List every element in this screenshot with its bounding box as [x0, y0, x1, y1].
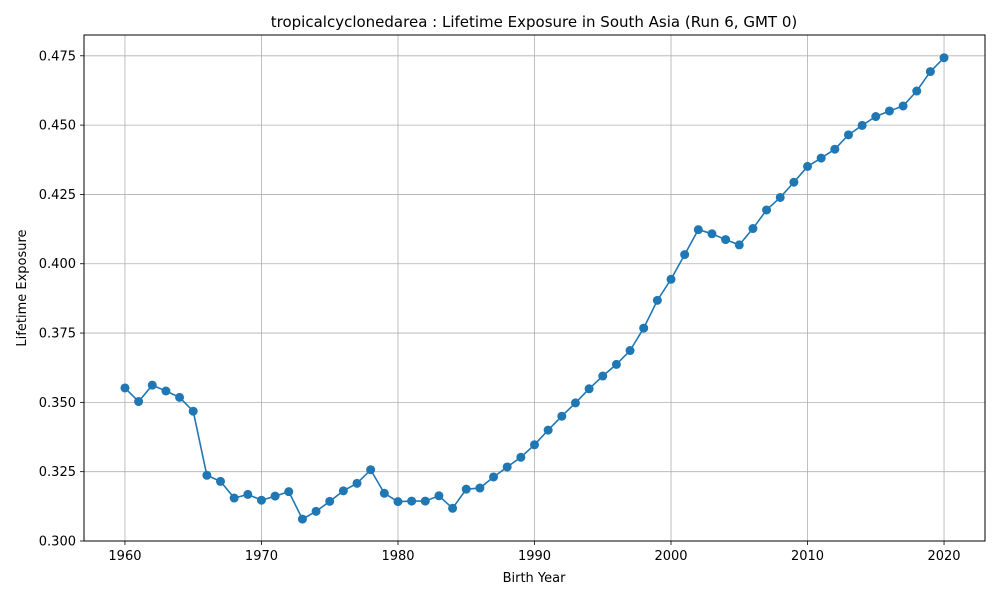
data-point [120, 383, 130, 393]
data-point [611, 359, 621, 369]
data-point [625, 346, 635, 356]
data-point [311, 506, 321, 516]
x-tick-label: 1970 [245, 549, 278, 564]
data-point [448, 503, 458, 513]
data-point [530, 440, 539, 450]
x-axis-label: Birth Year [503, 571, 567, 586]
data-point [502, 462, 512, 472]
data-point [843, 130, 853, 140]
data-point [325, 496, 335, 506]
data-point [434, 491, 444, 501]
data-point [188, 406, 198, 416]
x-tick-label: 1990 [518, 549, 551, 564]
y-tick-label: 0.450 [39, 119, 76, 134]
data-point [871, 112, 881, 122]
y-tick-label: 0.350 [39, 396, 76, 411]
data-point [461, 484, 471, 494]
data-point [693, 225, 703, 235]
data-point [420, 496, 430, 506]
data-point [557, 411, 567, 421]
y-axis-label: Lifetime Exposure [15, 229, 30, 346]
data-point [884, 106, 894, 116]
x-tick-label: 2020 [927, 549, 960, 564]
data-point [516, 452, 526, 462]
data-point [666, 274, 676, 284]
data-point [161, 386, 171, 396]
data-point [939, 53, 949, 63]
data-point [748, 224, 758, 234]
data-point [680, 250, 690, 260]
x-tick-label: 1980 [381, 549, 414, 564]
data-point [707, 229, 717, 239]
data-point [256, 495, 266, 505]
data-point [475, 483, 485, 493]
chart-title: tropicalcyclonedarea : Lifetime Exposure… [271, 13, 797, 31]
data-point [352, 478, 362, 488]
data-point [543, 425, 553, 435]
data-point [202, 470, 212, 480]
data-point [775, 192, 785, 202]
data-point [721, 235, 731, 245]
data-point [379, 488, 389, 498]
data-point [147, 380, 157, 390]
x-axis-ticks: 1960 1970 1980 1990 2000 2010 2020 [108, 541, 961, 564]
data-point [243, 489, 253, 499]
data-point [925, 67, 935, 77]
data-point [789, 177, 799, 187]
x-tick-label: 2010 [791, 549, 824, 564]
data-point [830, 144, 840, 154]
data-point [393, 497, 403, 507]
data-point [912, 86, 922, 96]
y-tick-label: 0.300 [39, 535, 76, 550]
y-tick-label: 0.475 [39, 49, 76, 64]
data-point [407, 496, 417, 506]
data-point [216, 476, 226, 486]
data-point [652, 295, 662, 305]
y-tick-label: 0.400 [39, 257, 76, 272]
data-point [338, 486, 348, 496]
y-tick-label: 0.375 [39, 327, 76, 342]
data-point [270, 491, 280, 501]
x-tick-label: 2000 [654, 549, 687, 564]
series-points [120, 53, 949, 524]
x-tick-label: 1960 [108, 549, 141, 564]
data-point [134, 397, 144, 407]
data-point [229, 493, 239, 503]
data-point [489, 472, 499, 482]
y-tick-label: 0.325 [39, 465, 76, 480]
data-point [857, 120, 867, 130]
data-point [639, 323, 649, 333]
data-point [175, 392, 185, 402]
data-point [366, 465, 376, 475]
data-point [284, 487, 294, 497]
data-point [816, 153, 826, 163]
data-point [803, 161, 813, 171]
y-axis-ticks: 0.300 0.325 0.350 0.375 0.400 0.425 0.450 0.475 [39, 49, 84, 550]
data-point [584, 384, 594, 394]
y-tick-label: 0.425 [39, 188, 76, 203]
data-point [762, 205, 772, 215]
grid-lines [84, 35, 985, 542]
data-point [898, 101, 908, 111]
data-point [598, 371, 608, 381]
data-point [570, 398, 580, 408]
data-point [297, 514, 307, 524]
data-point [734, 240, 744, 250]
